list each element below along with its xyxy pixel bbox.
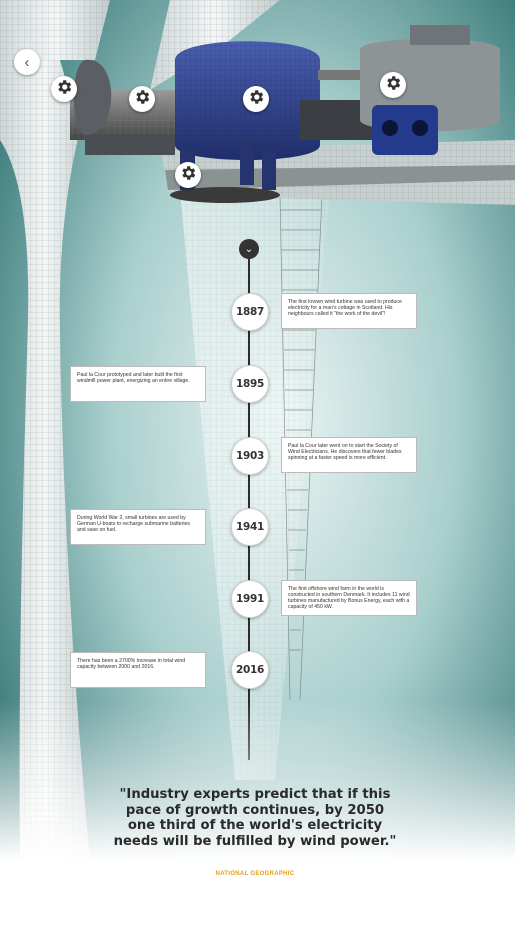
hotspot-button[interactable] [51, 76, 77, 102]
timeline-card-1903: Paul la Cour later went on to start the … [281, 437, 417, 473]
timeline-card-1895: Paul la Cour prototyped and later built … [70, 366, 206, 402]
timeline-card-1941: During World War 2, small turbines are u… [70, 509, 206, 545]
timeline-year-1991[interactable]: 1991 [231, 580, 269, 618]
timeline-year-1941[interactable]: 1941 [231, 508, 269, 546]
gear-icon [247, 88, 265, 111]
timeline-card-1991: The first offshore wind farm in the worl… [281, 580, 417, 616]
timeline-card-1887: The first known wind turbine was used to… [281, 293, 417, 329]
scroll-down-button[interactable]: ⌄ [239, 239, 259, 259]
chevron-left-icon: ‹ [24, 53, 30, 71]
hotspot-button[interactable] [380, 72, 406, 98]
timeline-year-2016[interactable]: 2016 [231, 651, 269, 689]
back-button[interactable]: ‹ [14, 49, 40, 75]
timeline-card-2016: There has been a 2700% increase in total… [70, 652, 206, 688]
timeline-year-1903[interactable]: 1903 [231, 437, 269, 475]
hotspot-button[interactable] [175, 162, 201, 188]
gear-icon [133, 88, 151, 111]
timeline-year-1887[interactable]: 1887 [231, 293, 269, 331]
chevron-down-icon: ⌄ [244, 243, 254, 255]
timeline-year-1895[interactable]: 1895 [231, 365, 269, 403]
quote-source: NATIONAL GEOGRAPHIC [215, 871, 295, 877]
gear-icon [55, 78, 73, 101]
hotspot-button[interactable] [243, 86, 269, 112]
hotspot-button[interactable] [129, 86, 155, 112]
gear-icon [179, 164, 197, 187]
gear-icon [384, 74, 402, 97]
quote-text: "Industry experts predict that if this p… [113, 787, 397, 849]
